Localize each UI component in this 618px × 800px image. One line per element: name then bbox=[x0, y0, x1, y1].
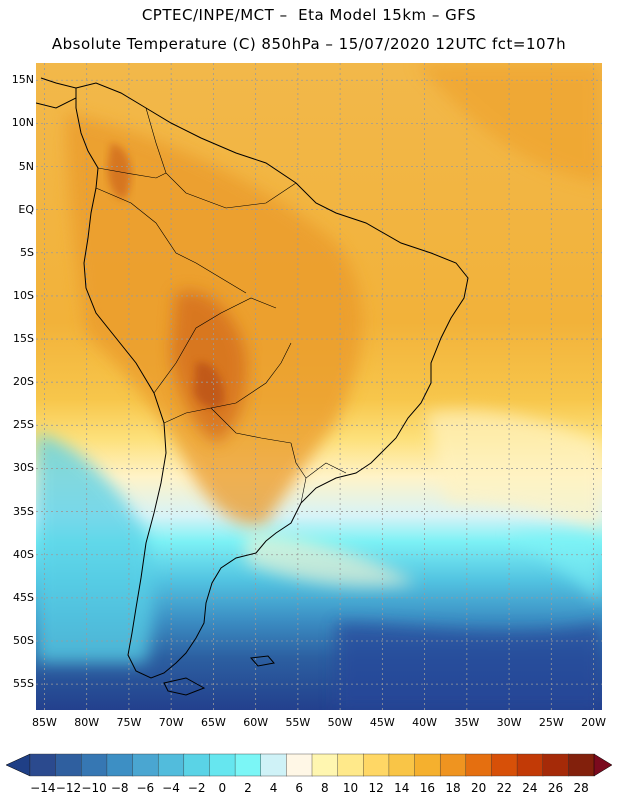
colorbar-swatch-15 bbox=[414, 753, 441, 777]
colorbar-swatch-19 bbox=[516, 753, 544, 777]
map-canvas bbox=[36, 63, 602, 710]
title-line-2: Absolute Temperature (C) 850hPa – 15/07/… bbox=[51, 35, 567, 53]
lat-label-0: 15N bbox=[11, 73, 34, 87]
colorbar-label-17: 20 bbox=[470, 781, 487, 795]
colorbar-label-13: 12 bbox=[368, 781, 384, 795]
lat-label-3: EQ bbox=[18, 202, 34, 216]
lon-label-3: 70W bbox=[158, 716, 184, 729]
colorbar-label-21: 28 bbox=[573, 781, 589, 795]
lon-label-12: 25W bbox=[538, 716, 564, 729]
lat-label-11: 40S bbox=[13, 547, 34, 561]
colorbar-label-9: 4 bbox=[269, 781, 278, 795]
lon-label-6: 55W bbox=[285, 716, 311, 729]
colorbar-swatch-18 bbox=[491, 753, 518, 777]
colorbar-swatch-21 bbox=[568, 753, 595, 777]
colorbar-label-10: 6 bbox=[295, 781, 303, 795]
colorbar-label-11: 8 bbox=[320, 781, 329, 795]
lon-label-1: 80W bbox=[74, 716, 100, 729]
colorbar-swatch-4 bbox=[132, 753, 159, 777]
colorbar-label-12: 10 bbox=[342, 781, 359, 795]
colorbar-label-7: 0 bbox=[218, 781, 227, 795]
lon-label-4: 65W bbox=[200, 716, 226, 729]
colorbar-swatch-3 bbox=[106, 753, 134, 777]
colorbar-label-15: 16 bbox=[419, 781, 435, 795]
lat-label-5: 10S bbox=[13, 288, 34, 302]
temperature-field bbox=[36, 63, 602, 710]
colorbar-swatch-12 bbox=[337, 753, 364, 777]
colorbar-swatch-10 bbox=[286, 753, 313, 777]
colorbar-label-2: −10 bbox=[81, 781, 107, 795]
falklands bbox=[249, 655, 275, 667]
coastline bbox=[36, 77, 469, 696]
colorbar-label-3: −8 bbox=[110, 781, 129, 795]
colorbar-label-14: 14 bbox=[394, 781, 410, 795]
colorbar-label-5: −4 bbox=[162, 781, 180, 795]
lat-label-8: 25S bbox=[13, 418, 34, 432]
colorbar-high-arrow bbox=[593, 753, 612, 777]
lat-label-7: 20S bbox=[13, 375, 34, 389]
lon-label-7: 50W bbox=[327, 716, 353, 729]
colorbar-swatch-9 bbox=[260, 753, 288, 777]
lon-label-10: 35W bbox=[454, 716, 480, 729]
south-america-outline bbox=[75, 82, 469, 679]
colorbar-label-1: −12 bbox=[55, 781, 82, 795]
central-america bbox=[36, 77, 77, 109]
lat-label-13: 50S bbox=[13, 633, 34, 647]
colorbar-label-16: 18 bbox=[445, 781, 461, 795]
colorbar bbox=[6, 753, 612, 777]
lon-label-9: 40W bbox=[412, 716, 438, 729]
colorbar-swatch-17 bbox=[465, 753, 493, 777]
colorbar-swatch-6 bbox=[183, 753, 211, 777]
colorbar-swatch-8 bbox=[234, 753, 262, 777]
colorbar-swatch-7 bbox=[209, 753, 236, 777]
colorbar-label-8: 2 bbox=[244, 781, 252, 795]
colorbar-label-19: 24 bbox=[522, 781, 538, 795]
colorbar-label-0: −14 bbox=[30, 781, 56, 795]
lat-label-9: 30S bbox=[13, 461, 34, 475]
lon-label-0: 85W bbox=[32, 716, 57, 729]
lat-label-12: 45S bbox=[13, 590, 34, 604]
colorbar-label-4: −6 bbox=[136, 781, 155, 795]
colorbar-low-arrow bbox=[6, 753, 31, 777]
lat-label-6: 15S bbox=[13, 332, 34, 346]
lon-label-5: 60W bbox=[243, 716, 269, 729]
colorbar-swatch-0 bbox=[29, 753, 57, 777]
temperature-map bbox=[36, 63, 602, 710]
colorbar-swatch-13 bbox=[363, 753, 390, 777]
graticule bbox=[36, 63, 602, 710]
lat-label-2: 5N bbox=[18, 159, 34, 173]
colorbar-swatch-14 bbox=[388, 753, 416, 777]
colorbar-swatch-2 bbox=[81, 753, 108, 777]
lat-label-1: 10N bbox=[11, 116, 34, 130]
colorbar-label-20: 26 bbox=[547, 781, 564, 795]
lat-label-4: 5S bbox=[20, 245, 34, 259]
lat-label-10: 35S bbox=[13, 504, 34, 518]
lon-label-11: 30W bbox=[496, 716, 522, 729]
colorbar-swatch-1 bbox=[55, 753, 82, 777]
colorbar-label-6: −2 bbox=[187, 781, 206, 795]
colorbar-swatch-16 bbox=[439, 753, 467, 777]
lon-label-8: 45W bbox=[369, 716, 395, 729]
colorbar-label-18: 22 bbox=[496, 781, 512, 795]
lat-label-14: 55S bbox=[13, 677, 34, 691]
colorbar-swatch-20 bbox=[542, 753, 570, 777]
colorbar-swatch-5 bbox=[157, 753, 185, 777]
lon-label-13: 20W bbox=[581, 716, 606, 729]
country-borders bbox=[95, 107, 347, 504]
tierra-del-fuego bbox=[163, 677, 206, 696]
colorbar-swatch-11 bbox=[311, 753, 339, 777]
lon-label-2: 75W bbox=[116, 716, 142, 729]
title-line-1: CPTEC/INPE/MCT – Eta Model 15km – GFS bbox=[141, 6, 477, 24]
